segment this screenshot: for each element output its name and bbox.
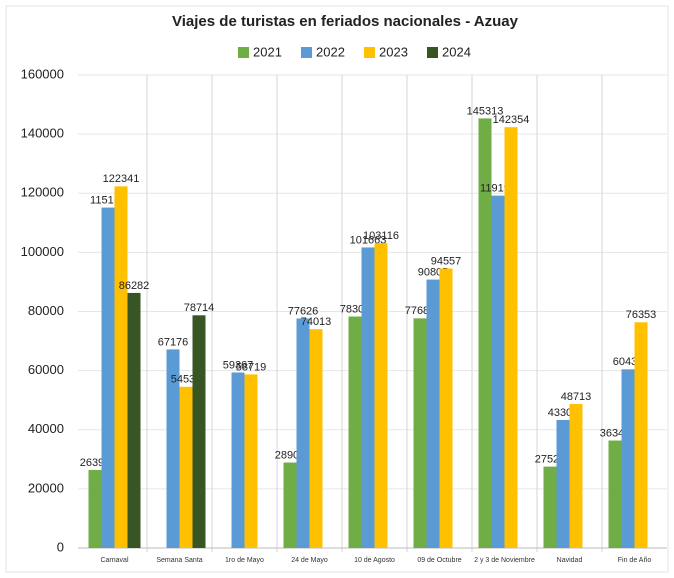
- y-tick-label: 140000: [21, 126, 64, 141]
- y-tick-label: 40000: [28, 421, 64, 436]
- data-label: 78714: [184, 302, 215, 314]
- bar: [426, 279, 440, 548]
- bar: [114, 186, 128, 549]
- bar: [283, 462, 297, 548]
- bar: [608, 440, 622, 548]
- legend-label: 2021: [253, 44, 282, 59]
- bar: [296, 318, 310, 548]
- data-label: 142354: [493, 114, 530, 126]
- bar: [569, 403, 583, 548]
- data-label: 76353: [626, 309, 657, 321]
- y-tick-label: 20000: [28, 480, 64, 495]
- bar: [413, 318, 427, 548]
- data-label: 48713: [561, 391, 592, 403]
- bar: [309, 329, 323, 548]
- bar: [361, 247, 375, 549]
- bar: [439, 268, 453, 548]
- data-label: 86282: [119, 280, 150, 292]
- legend-swatch: [301, 47, 312, 58]
- x-tick-label: Semana Santa: [156, 557, 203, 564]
- legend-swatch: [364, 47, 375, 58]
- data-label: 122341: [103, 173, 140, 185]
- data-label: 59367: [223, 359, 254, 371]
- bar: [244, 374, 258, 548]
- bar: [127, 292, 141, 548]
- bar: [543, 466, 557, 548]
- bar: [634, 322, 648, 548]
- legend-label: 2023: [379, 44, 408, 59]
- bar: [491, 195, 505, 549]
- y-tick-label: 100000: [21, 244, 64, 259]
- y-tick-label: 160000: [21, 66, 64, 81]
- bar: [556, 419, 570, 548]
- data-label: 74013: [301, 316, 332, 328]
- data-label: 67176: [158, 336, 189, 348]
- x-tick-label: 1ro de Mayo: [225, 557, 264, 564]
- y-tick-label: 60000: [28, 362, 64, 377]
- x-tick-label: 09 de Octubre: [417, 557, 462, 564]
- x-tick-label: 24 de Mayo: [291, 557, 328, 564]
- bar: [621, 369, 635, 548]
- bar: [478, 118, 492, 548]
- y-tick-label: 80000: [28, 303, 64, 318]
- data-label: 103116: [363, 230, 399, 242]
- bar: [231, 372, 245, 548]
- legend-label: 2024: [442, 44, 471, 59]
- bar: [504, 127, 518, 548]
- bar: [179, 386, 193, 548]
- bar: [348, 316, 362, 548]
- legend-swatch: [427, 47, 438, 58]
- bar: [192, 315, 206, 548]
- x-tick-label: 2 y 3 de Noviembre: [474, 557, 535, 564]
- y-tick-label: 0: [57, 539, 64, 554]
- data-label: 94557: [431, 255, 462, 267]
- chart-frame: [5, 5, 669, 573]
- legend-swatch: [238, 47, 249, 58]
- bar: [101, 207, 115, 548]
- x-tick-label: Navidad: [556, 557, 583, 564]
- data-label: 145313: [467, 105, 504, 117]
- bar: [88, 469, 102, 548]
- bar: [166, 349, 180, 548]
- y-tick-label: 120000: [21, 185, 64, 200]
- x-tick-label: 10 de Agosto: [354, 557, 395, 564]
- x-tick-label: Fin de Año: [617, 557, 652, 564]
- x-tick-label: Carnaval: [100, 557, 129, 564]
- bar: [374, 243, 388, 548]
- data-label: 58719: [236, 361, 267, 373]
- legend-label: 2022: [316, 44, 345, 59]
- data-label: 77626: [288, 305, 319, 317]
- chart-title: Viajes de turistas en feriados nacionale…: [172, 13, 519, 30]
